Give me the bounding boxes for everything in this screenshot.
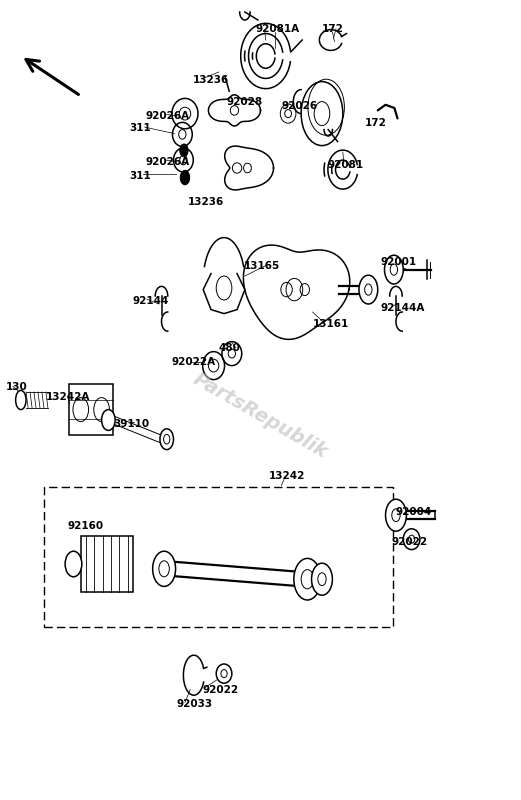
- Circle shape: [312, 563, 332, 595]
- Text: PartsRepublik: PartsRepublik: [190, 370, 331, 462]
- Text: 92081A: 92081A: [255, 24, 300, 34]
- Text: 92022: 92022: [392, 538, 428, 547]
- Text: 92001: 92001: [380, 258, 416, 267]
- Text: 92144A: 92144A: [380, 303, 425, 313]
- Circle shape: [180, 170, 190, 185]
- Text: 13161: 13161: [313, 319, 349, 329]
- Text: 39110: 39110: [114, 419, 150, 429]
- Text: 92160: 92160: [68, 522, 104, 531]
- Text: 92026A: 92026A: [146, 111, 190, 121]
- Ellipse shape: [16, 390, 26, 410]
- Circle shape: [180, 144, 188, 157]
- Bar: [81, 536, 133, 592]
- Text: 480: 480: [219, 343, 241, 353]
- Circle shape: [73, 398, 89, 422]
- Circle shape: [102, 410, 115, 430]
- Text: 92081: 92081: [327, 160, 363, 170]
- Text: 172: 172: [365, 118, 387, 128]
- Text: 92004: 92004: [396, 507, 432, 517]
- Text: 13242: 13242: [269, 471, 305, 481]
- Circle shape: [294, 558, 321, 600]
- Text: 92022A: 92022A: [172, 358, 216, 367]
- Bar: [44, 487, 393, 627]
- Text: 92022: 92022: [202, 685, 238, 694]
- Ellipse shape: [403, 529, 420, 550]
- Text: 13165: 13165: [244, 261, 280, 270]
- Text: 92026A: 92026A: [146, 157, 190, 166]
- Text: 92144: 92144: [133, 296, 169, 306]
- Text: 13236: 13236: [188, 197, 224, 206]
- Circle shape: [94, 398, 109, 422]
- Text: 172: 172: [322, 24, 344, 34]
- Circle shape: [384, 255, 403, 284]
- Circle shape: [160, 429, 173, 450]
- Bar: [69, 384, 113, 435]
- Circle shape: [153, 551, 176, 586]
- Text: 311: 311: [129, 171, 151, 181]
- Text: 92033: 92033: [176, 699, 212, 709]
- Circle shape: [359, 275, 378, 304]
- Polygon shape: [243, 245, 350, 339]
- Text: 311: 311: [129, 123, 151, 133]
- Text: 92028: 92028: [227, 98, 263, 107]
- Text: 13236: 13236: [193, 75, 229, 85]
- Circle shape: [386, 499, 406, 531]
- Circle shape: [65, 551, 82, 577]
- Text: 13242A: 13242A: [46, 392, 90, 402]
- Ellipse shape: [216, 664, 232, 683]
- Text: 92026: 92026: [281, 101, 317, 110]
- Text: 130: 130: [6, 382, 28, 392]
